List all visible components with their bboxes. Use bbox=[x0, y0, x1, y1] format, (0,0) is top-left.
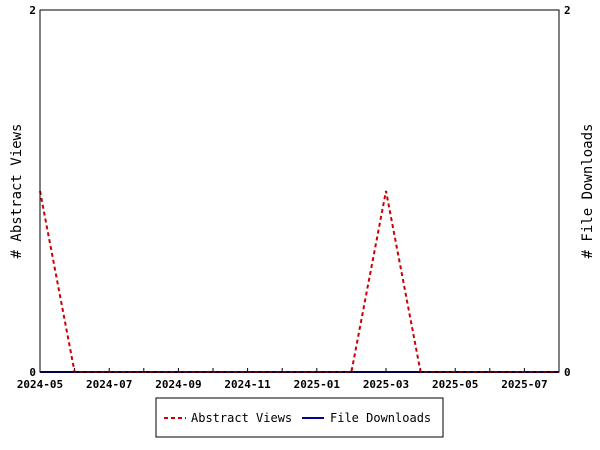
x-tick-label: 2024-09 bbox=[155, 378, 201, 391]
x-tick-label: 2025-07 bbox=[501, 378, 547, 391]
x-tick-label: 2024-11 bbox=[224, 378, 271, 391]
right-axis-title: # File Downloads bbox=[580, 124, 596, 259]
x-tick-label: 2025-01 bbox=[294, 378, 341, 391]
series-lines bbox=[39, 190, 559, 373]
y-left-tick-label: 2 bbox=[29, 4, 36, 17]
legend: Abstract Views File Downloads bbox=[155, 397, 444, 438]
y-left-tick-label: 0 bbox=[29, 366, 36, 379]
left-axis-title: # Abstract Views bbox=[9, 124, 25, 259]
series-line-abstract-views bbox=[39, 190, 559, 373]
legend-box bbox=[155, 397, 444, 438]
legend-label-abstract-views: Abstract Views bbox=[191, 411, 292, 425]
x-tick-label: 2024-05 bbox=[17, 378, 63, 391]
x-tick-label: 2024-07 bbox=[86, 378, 132, 391]
y-right-tick-label: 0 bbox=[564, 366, 571, 379]
tick-labels: 2024-05 2024-07 2024-09 2024-11 2025-01 2025-… bbox=[17, 4, 571, 391]
x-tick-label: 2025-05 bbox=[432, 378, 478, 391]
legend-label-file-downloads: File Downloads bbox=[330, 411, 431, 425]
x-tick-label: 2025-03 bbox=[363, 378, 409, 391]
y-right-tick-label: 2 bbox=[564, 4, 571, 17]
plot-area bbox=[39, 9, 560, 373]
